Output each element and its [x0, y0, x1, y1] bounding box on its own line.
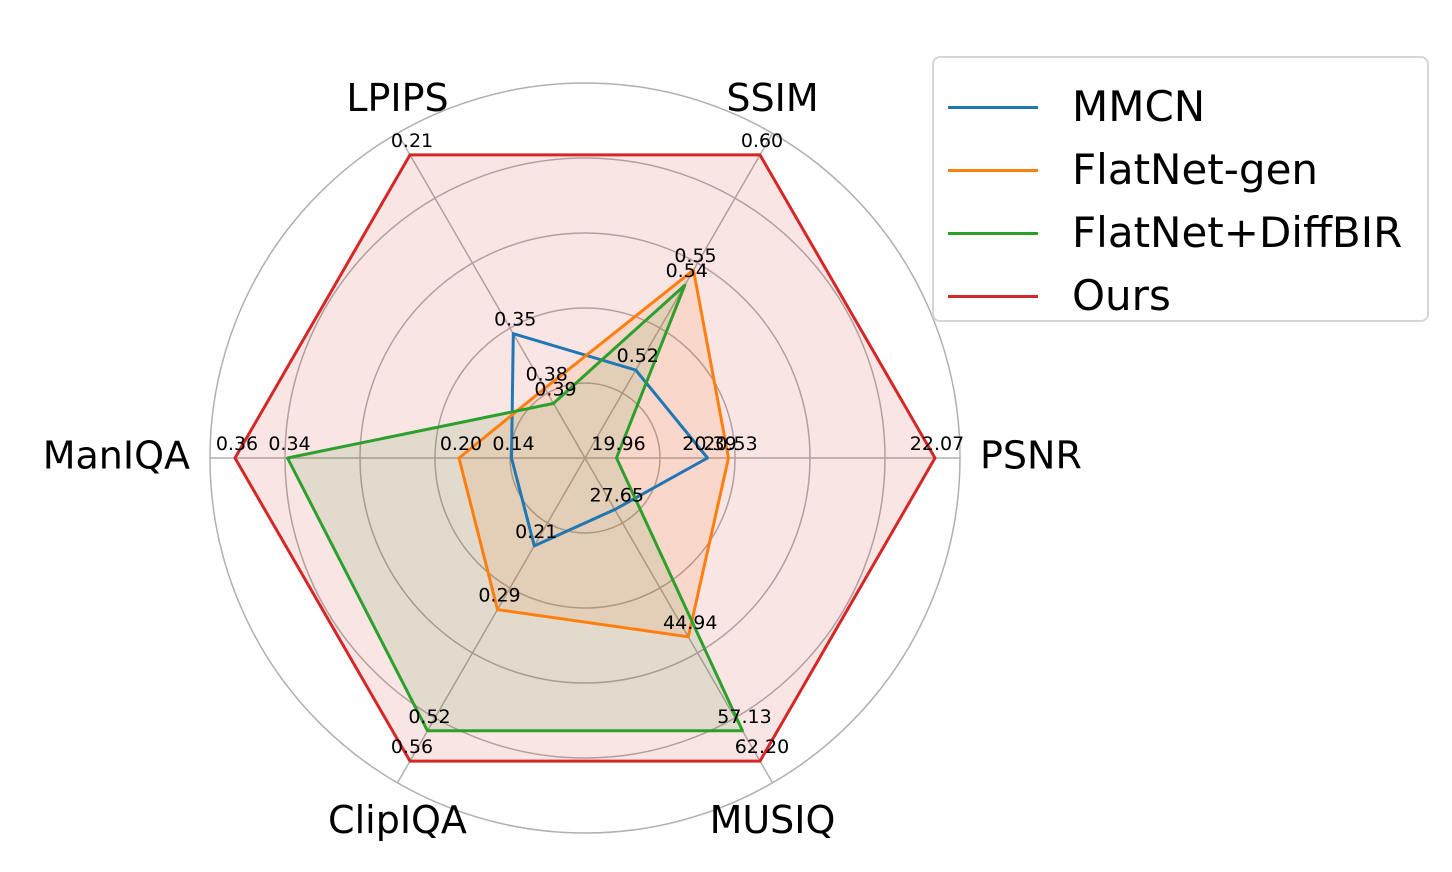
series-line-flatnet-diffbir: [286, 283, 744, 733]
value-label-flatnet-diffbir-musiq: 57.13: [717, 706, 771, 728]
series-line-mmcn: [510, 332, 709, 548]
value-label-flatnet-gen-musiq: 44.94: [663, 612, 717, 634]
legend-item-flatnet-gen: FlatNet-gen: [934, 141, 1427, 201]
value-label-ours-psnr: 22.07: [910, 433, 964, 455]
series-line-ours: [233, 153, 937, 763]
value-label-ours-lpips: 0.21: [391, 130, 433, 152]
value-label-flatnet-diffbir-lpips: 0.39: [534, 378, 576, 400]
series-line-flatnet-gen: [457, 268, 730, 639]
value-label-ours-maniqa: 0.36: [216, 433, 258, 455]
spoke-clipiqa: [396, 457, 586, 784]
value-label-mmcn-ssim: 0.52: [617, 345, 659, 367]
value-label-ours-ssim: 0.60: [741, 130, 783, 152]
value-label-mmcn-lpips: 0.35: [494, 309, 536, 331]
legend-label-ours: Ours: [1072, 271, 1171, 320]
legend-item-flatnet-diffbir: FlatNet+DiffBIR: [934, 204, 1427, 264]
value-label-flatnet-diffbir-clipiqa: 0.52: [408, 706, 450, 728]
value-label-flatnet-gen-psnr: 20.53: [703, 433, 757, 455]
legend-swatch-flatnet-diffbir: [948, 232, 1038, 235]
value-label-flatnet-diffbir-maniqa: 0.34: [268, 433, 310, 455]
legend-swatch-ours: [948, 295, 1038, 298]
legend-swatch-flatnet-gen: [948, 169, 1038, 172]
legend-label-mmcn: MMCN: [1072, 82, 1206, 131]
legend: MMCN FlatNet-gen FlatNet+DiffBIR Ours: [932, 56, 1429, 322]
value-label-flatnet-diffbir-psnr: 19.96: [591, 433, 645, 455]
value-label-flatnet-diffbir-ssim: 0.54: [666, 260, 708, 282]
axis-label-musiq: MUSIQ: [710, 798, 836, 842]
value-label-flatnet-gen-lpips: 0.38: [526, 363, 568, 385]
value-labels: 20.390.520.350.140.2127.6520.530.550.380…: [216, 130, 964, 758]
legend-item-mmcn: MMCN: [934, 78, 1427, 138]
axis-label-maniqa: ManIQA: [43, 434, 190, 478]
value-label-mmcn-psnr: 20.39: [682, 433, 736, 455]
axis-label-clipiqa: ClipIQA: [328, 798, 467, 842]
series-fill-ours: [235, 154, 935, 762]
legend-label-flatnet-gen: FlatNet-gen: [1072, 145, 1319, 194]
spoke-ssim: [584, 132, 774, 459]
value-label-mmcn-maniqa: 0.14: [492, 433, 534, 455]
axis-label-ssim: SSIM: [726, 76, 818, 120]
value-label-mmcn-clipiqa: 0.21: [515, 521, 557, 543]
series-fill-flatnet-diffbir: [287, 285, 743, 731]
series-lines: [233, 153, 937, 763]
value-label-mmcn-musiq: 27.65: [590, 485, 644, 507]
axis-labels: PSNR SSIM LPIPS ManIQA ClipIQA MUSIQ: [43, 76, 1082, 842]
legend-item-ours: Ours: [934, 267, 1427, 327]
series-fill-flatnet-gen: [459, 270, 729, 637]
value-label-ours-clipiqa: 0.56: [391, 736, 433, 758]
legend-label-flatnet-diffbir: FlatNet+DiffBIR: [1072, 208, 1403, 257]
value-label-ours-musiq: 62.20: [735, 736, 789, 758]
axis-label-lpips: LPIPS: [346, 76, 448, 120]
value-label-flatnet-gen-maniqa: 0.20: [440, 433, 482, 455]
series-fills: [235, 154, 935, 762]
axis-label-psnr: PSNR: [980, 434, 1082, 478]
value-label-flatnet-gen-ssim: 0.55: [674, 245, 716, 267]
value-label-flatnet-gen-clipiqa: 0.29: [478, 585, 520, 607]
legend-swatch-mmcn: [948, 106, 1038, 109]
